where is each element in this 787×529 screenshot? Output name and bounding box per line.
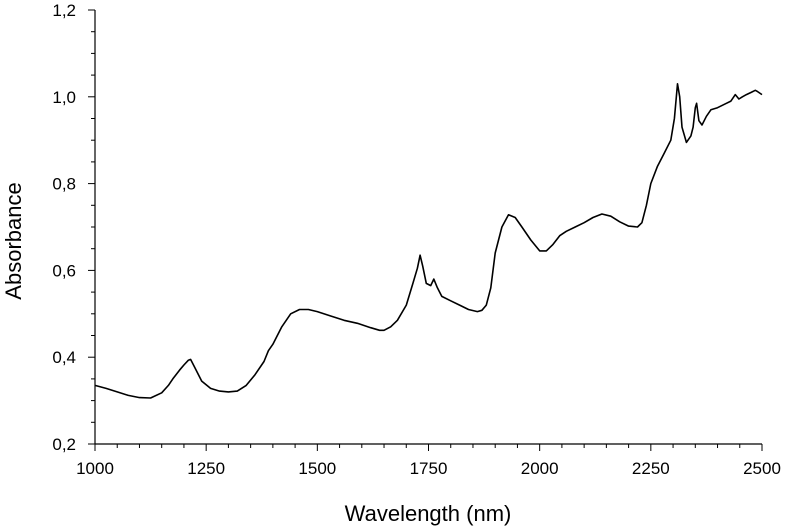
y-tick-label: 0,4 (52, 348, 76, 367)
y-tick-label: 0,6 (52, 261, 76, 280)
x-tick-label: 1000 (76, 459, 114, 478)
x-tick-label: 2500 (743, 459, 781, 478)
x-tick-label: 2250 (632, 459, 670, 478)
x-tick-label: 1500 (298, 459, 336, 478)
y-axis-title: Absorbance (1, 182, 26, 299)
plot-area (94, 83, 763, 399)
x-axis-title: Wavelength (nm) (345, 501, 512, 526)
absorbance-spectrum-line (94, 83, 763, 399)
x-tick-label: 2000 (521, 459, 559, 478)
y-tick-label: 0,8 (52, 175, 76, 194)
y-tick-label: 1,0 (52, 88, 76, 107)
y-axis: 0,2 0,4 0,6 0,8 1,0 1,2 (52, 1, 96, 454)
y-tick-label: 0,2 (52, 435, 76, 454)
y-tick-label: 1,2 (52, 1, 76, 20)
x-tick-label: 1250 (187, 459, 225, 478)
x-tick-label: 1750 (410, 459, 448, 478)
x-axis: 1000 1250 1500 1750 2000 2250 2500 (76, 443, 781, 478)
